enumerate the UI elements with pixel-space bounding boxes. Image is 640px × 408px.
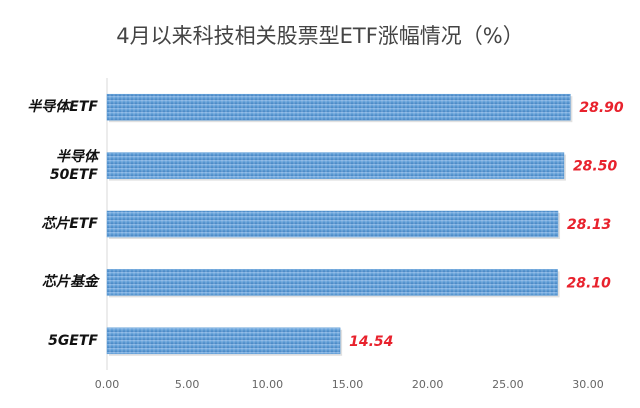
bar: [106, 269, 558, 296]
chart-title: 4月以来科技相关股票型ETF涨幅情况（%）: [116, 24, 524, 48]
x-tick-label: 0.00: [95, 378, 120, 391]
x-tick-label: 20.00: [412, 378, 444, 391]
value-label: 28.50: [573, 159, 618, 175]
value-label: 28.90: [579, 100, 624, 116]
bar: [106, 327, 341, 355]
y-tick-label: 半导体 50ETF: [49, 148, 98, 183]
value-label: 28.10: [567, 275, 612, 291]
bar: [106, 152, 565, 179]
value-label: 28.13: [567, 217, 611, 233]
x-tick-label: 25.00: [492, 378, 524, 391]
y-tick-label: 半导体ETF: [27, 99, 98, 116]
x-tick-label: 30.00: [572, 378, 604, 391]
bar: [106, 210, 559, 238]
x-tick-label: 5.00: [175, 378, 200, 391]
y-tick-label: 芯片ETF: [41, 216, 98, 232]
x-tick-label: 10.00: [252, 378, 284, 391]
x-tick-label: 15.00: [332, 378, 364, 391]
value-label: 14.54: [349, 334, 393, 350]
y-tick-label: 芯片基金: [42, 274, 98, 291]
y-tick-label: 5GETF: [48, 332, 98, 349]
bar: [106, 93, 571, 121]
